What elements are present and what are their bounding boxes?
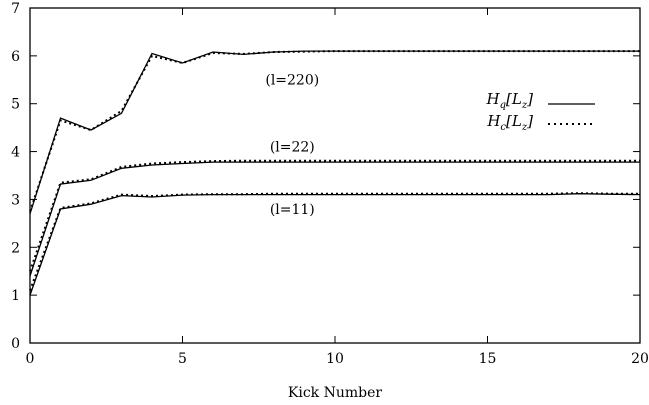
legend: Hq[Lz] Hc[Lz] <box>486 90 595 133</box>
series-line-l=22-dotted <box>29 159 640 272</box>
x-axis-label: Kick Number <box>288 385 383 401</box>
series-line-l=220-solid <box>29 50 640 214</box>
y-tick-label: 6 <box>11 49 20 65</box>
x-tick-label: 10 <box>326 351 344 367</box>
series-annotation: (l=11) <box>270 202 315 218</box>
y-tick-label: 0 <box>11 336 20 352</box>
plot-frame <box>29 7 641 344</box>
x-tick-label: 15 <box>479 351 497 367</box>
x-tick-label: 0 <box>26 351 35 367</box>
y-tick-label: 3 <box>11 192 20 208</box>
annotation-layer: (l=220) (l=22) (l=11) <box>265 73 319 218</box>
axis-ticks: 0 5 10 15 20 0 1 2 3 4 5 6 7 <box>11 1 649 367</box>
series-line-l=11-solid <box>29 193 641 296</box>
series-line-l=22-solid <box>29 161 640 277</box>
legend-label-hq: Hq[Lz] <box>486 90 534 111</box>
x-tick-label: 20 <box>631 351 649 367</box>
y-tick-label: 2 <box>11 240 20 256</box>
series-layer <box>29 50 641 296</box>
series-annotation: (l=22) <box>270 140 315 156</box>
series-line-l=220-dotted <box>29 50 640 212</box>
y-tick-label: 1 <box>11 288 20 304</box>
series-annotation: (l=220) <box>265 73 319 89</box>
y-tick-label: 7 <box>11 1 20 17</box>
y-tick-label: 5 <box>11 97 20 113</box>
y-tick-label: 4 <box>11 145 20 161</box>
legend-label-hc: Hc[Lz] <box>486 112 533 133</box>
x-tick-label: 5 <box>178 351 187 367</box>
series-line-l=11-dotted <box>29 192 640 291</box>
